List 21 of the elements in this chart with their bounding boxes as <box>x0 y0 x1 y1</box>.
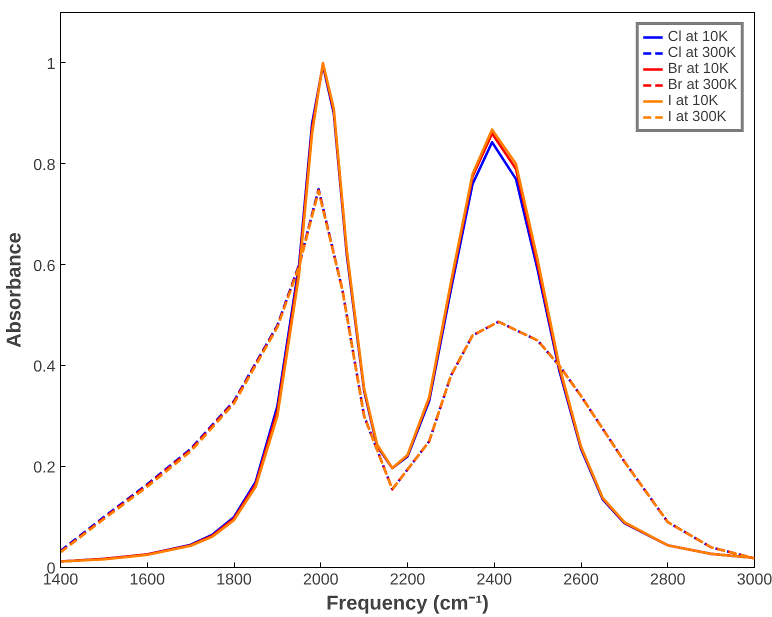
legend-label: Cl at 10K <box>668 29 728 45</box>
x-tick-label: 1600 <box>129 572 166 588</box>
legend-label: Cl at 300K <box>668 45 736 61</box>
x-tick-label: 2200 <box>390 572 426 588</box>
legend-label: I at 10K <box>668 93 718 109</box>
y-axis-title: Absorbance <box>3 232 26 348</box>
x-tick-label: 2600 <box>563 572 599 588</box>
x-axis-title: Frequency (cm⁻¹) <box>326 592 489 614</box>
legend-label: I at 300K <box>668 109 726 125</box>
y-tick-label: 0.6 <box>33 258 56 275</box>
y-tick-label: 0.2 <box>33 460 56 477</box>
x-tick-label: 2800 <box>650 572 686 588</box>
y-tick-label: 0.4 <box>33 358 56 376</box>
y-tick-label: 0.8 <box>33 156 56 174</box>
x-tick-label: 2000 <box>302 572 339 588</box>
y-tick-label: 1 <box>46 56 56 73</box>
x-tick-label: 1800 <box>216 572 252 588</box>
x-tick-label: 3000 <box>736 572 772 588</box>
x-tick-label: 2400 <box>476 572 512 588</box>
legend-label: Br at 300K <box>668 77 737 93</box>
legend-label: Br at 10K <box>668 61 729 77</box>
